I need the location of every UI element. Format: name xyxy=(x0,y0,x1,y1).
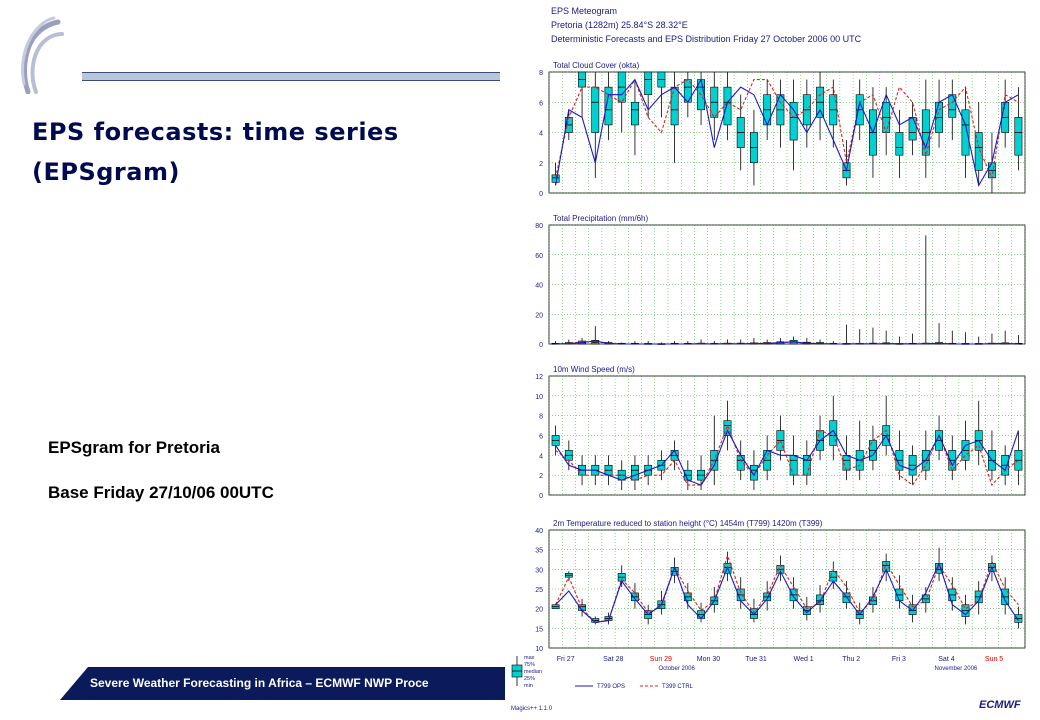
box-iqr xyxy=(750,608,758,619)
box-iqr xyxy=(591,86,600,133)
title-rule xyxy=(82,72,500,81)
box-iqr xyxy=(974,132,983,171)
ops-series-line xyxy=(555,561,1019,623)
eps-meteogram-chart: EPS Meteogram Pretoria (1282m) 25.84°S 2… xyxy=(511,6,1026,712)
box-iqr xyxy=(1014,117,1023,156)
ops-series-line xyxy=(555,78,1019,187)
x-day-label: Sat 4 xyxy=(938,656,954,663)
y-tick-label: 0 xyxy=(539,191,543,198)
ecmwf-swirl-logo-icon xyxy=(21,16,64,94)
legend-box-label: median xyxy=(524,669,542,675)
box-iqr xyxy=(789,101,798,141)
box-iqr xyxy=(723,86,732,126)
panel-title: Total Cloud Cover (okta) xyxy=(553,61,640,70)
base-time-note: Base Friday 27/10/06 00UTC xyxy=(48,483,274,502)
box-iqr xyxy=(644,71,653,95)
y-tick-label: 2 xyxy=(539,473,543,480)
y-tick-label: 2 xyxy=(539,161,543,168)
ops-series-line xyxy=(555,340,1019,345)
box-iqr xyxy=(750,464,758,481)
box-iqr xyxy=(670,86,679,126)
chart-header-line1: EPS Meteogram xyxy=(551,6,617,16)
box-iqr xyxy=(895,132,904,156)
panel-title: Total Precipitation (mm/6h) xyxy=(553,214,648,223)
y-tick-label: 8 xyxy=(539,70,543,77)
box-iqr xyxy=(631,464,639,481)
y-tick-label: 25 xyxy=(535,587,543,594)
y-tick-label: 0 xyxy=(539,493,543,500)
box-iqr xyxy=(948,94,957,118)
footer-background xyxy=(60,667,505,700)
y-tick-label: 12 xyxy=(535,374,543,381)
location-note: EPSgram for Pretoria xyxy=(48,438,220,457)
x-day-label: Sat 28 xyxy=(603,656,623,663)
legend-ops-label: T799 OPS xyxy=(597,684,625,690)
panel-4: 10 15 20 25 30 35 40 2m Temperature reduced to … xyxy=(535,519,1026,653)
y-tick-label: 60 xyxy=(535,253,543,260)
panel-1: 0 2 4 6 8 Total Cloud Cover (okta) xyxy=(539,61,1026,198)
x-day-label: Wed 1 xyxy=(794,656,814,663)
y-tick-label: 35 xyxy=(535,548,543,555)
y-tick-label: 40 xyxy=(535,283,543,290)
box-iqr xyxy=(816,594,824,606)
y-tick-label: 6 xyxy=(539,100,543,107)
y-tick-label: 6 xyxy=(539,434,543,441)
y-tick-label: 30 xyxy=(535,567,543,574)
footer-bar: Severe Weather Forecasting in Africa – E… xyxy=(60,667,505,700)
y-tick-label: 10 xyxy=(535,646,543,653)
ctrl-series-line xyxy=(555,78,1019,180)
legend-ctrl-label: T399 CTRL xyxy=(662,684,694,690)
slide-title-line1: EPS forecasts: time series xyxy=(32,118,399,146)
y-tick-label: 4 xyxy=(539,453,543,460)
y-tick-label: 10 xyxy=(535,394,543,401)
y-tick-label: 20 xyxy=(535,312,543,319)
ops-series-line xyxy=(555,429,1019,486)
box-iqr xyxy=(631,101,639,126)
box-iqr xyxy=(961,109,970,156)
box-iqr xyxy=(789,455,798,476)
legend-box-label: 25% xyxy=(524,676,535,682)
x-day-label: Tue 31 xyxy=(745,656,767,663)
box-iqr xyxy=(723,420,732,436)
box-iqr xyxy=(604,86,613,126)
box-iqr xyxy=(908,604,917,615)
box-iqr xyxy=(882,561,891,572)
y-tick-label: 8 xyxy=(539,414,543,421)
footer-text: Severe Weather Forecasting in Africa – E… xyxy=(90,676,429,690)
y-tick-label: 4 xyxy=(539,131,543,138)
x-month-label-october: October 2006 xyxy=(658,666,695,672)
ecmwf-brand-logo: ECMWF xyxy=(979,699,1021,711)
y-tick-label: 15 xyxy=(535,626,543,633)
x-month-label-november: November 2006 xyxy=(935,666,978,672)
panel-title: 2m Temperature reduced to station height… xyxy=(553,519,823,528)
panel-3: 0 2 4 6 8 10 12 10m Wind Speed (m/s) xyxy=(535,365,1026,500)
box-iqr xyxy=(736,455,745,471)
slide-title-line2: (EPSgram) xyxy=(32,158,180,186)
panel-2: 0 20 40 60 80 Total Precipitation (mm/6h) xyxy=(535,214,1026,349)
y-tick-label: 0 xyxy=(539,342,543,349)
y-tick-label: 80 xyxy=(535,223,543,230)
x-day-label: Sun 29 xyxy=(650,656,672,663)
x-day-label: Fri 27 xyxy=(557,656,575,663)
legend-box-label: 75% xyxy=(524,662,535,668)
panel-title: 10m Wind Speed (m/s) xyxy=(553,365,635,374)
magics-version-label: Magics++ 1.1.0 xyxy=(511,706,553,712)
legend-box-label: min xyxy=(524,683,533,689)
chart-header-line2: Pretoria (1282m) 25.84°S 28.32°E xyxy=(551,20,688,30)
y-tick-label: 20 xyxy=(535,607,543,614)
legend-box-label: max xyxy=(524,655,535,661)
box-iqr xyxy=(842,592,851,604)
x-day-label: Fri 3 xyxy=(892,656,906,663)
chart-header-line3: Deterministic Forecasts and EPS Distribu… xyxy=(551,34,862,44)
x-day-label: Sun 5 xyxy=(985,656,1003,663)
x-day-label: Mon 30 xyxy=(697,656,720,663)
box-iqr xyxy=(908,117,917,141)
x-day-label: Thu 2 xyxy=(842,656,860,663)
y-tick-label: 40 xyxy=(535,528,543,535)
